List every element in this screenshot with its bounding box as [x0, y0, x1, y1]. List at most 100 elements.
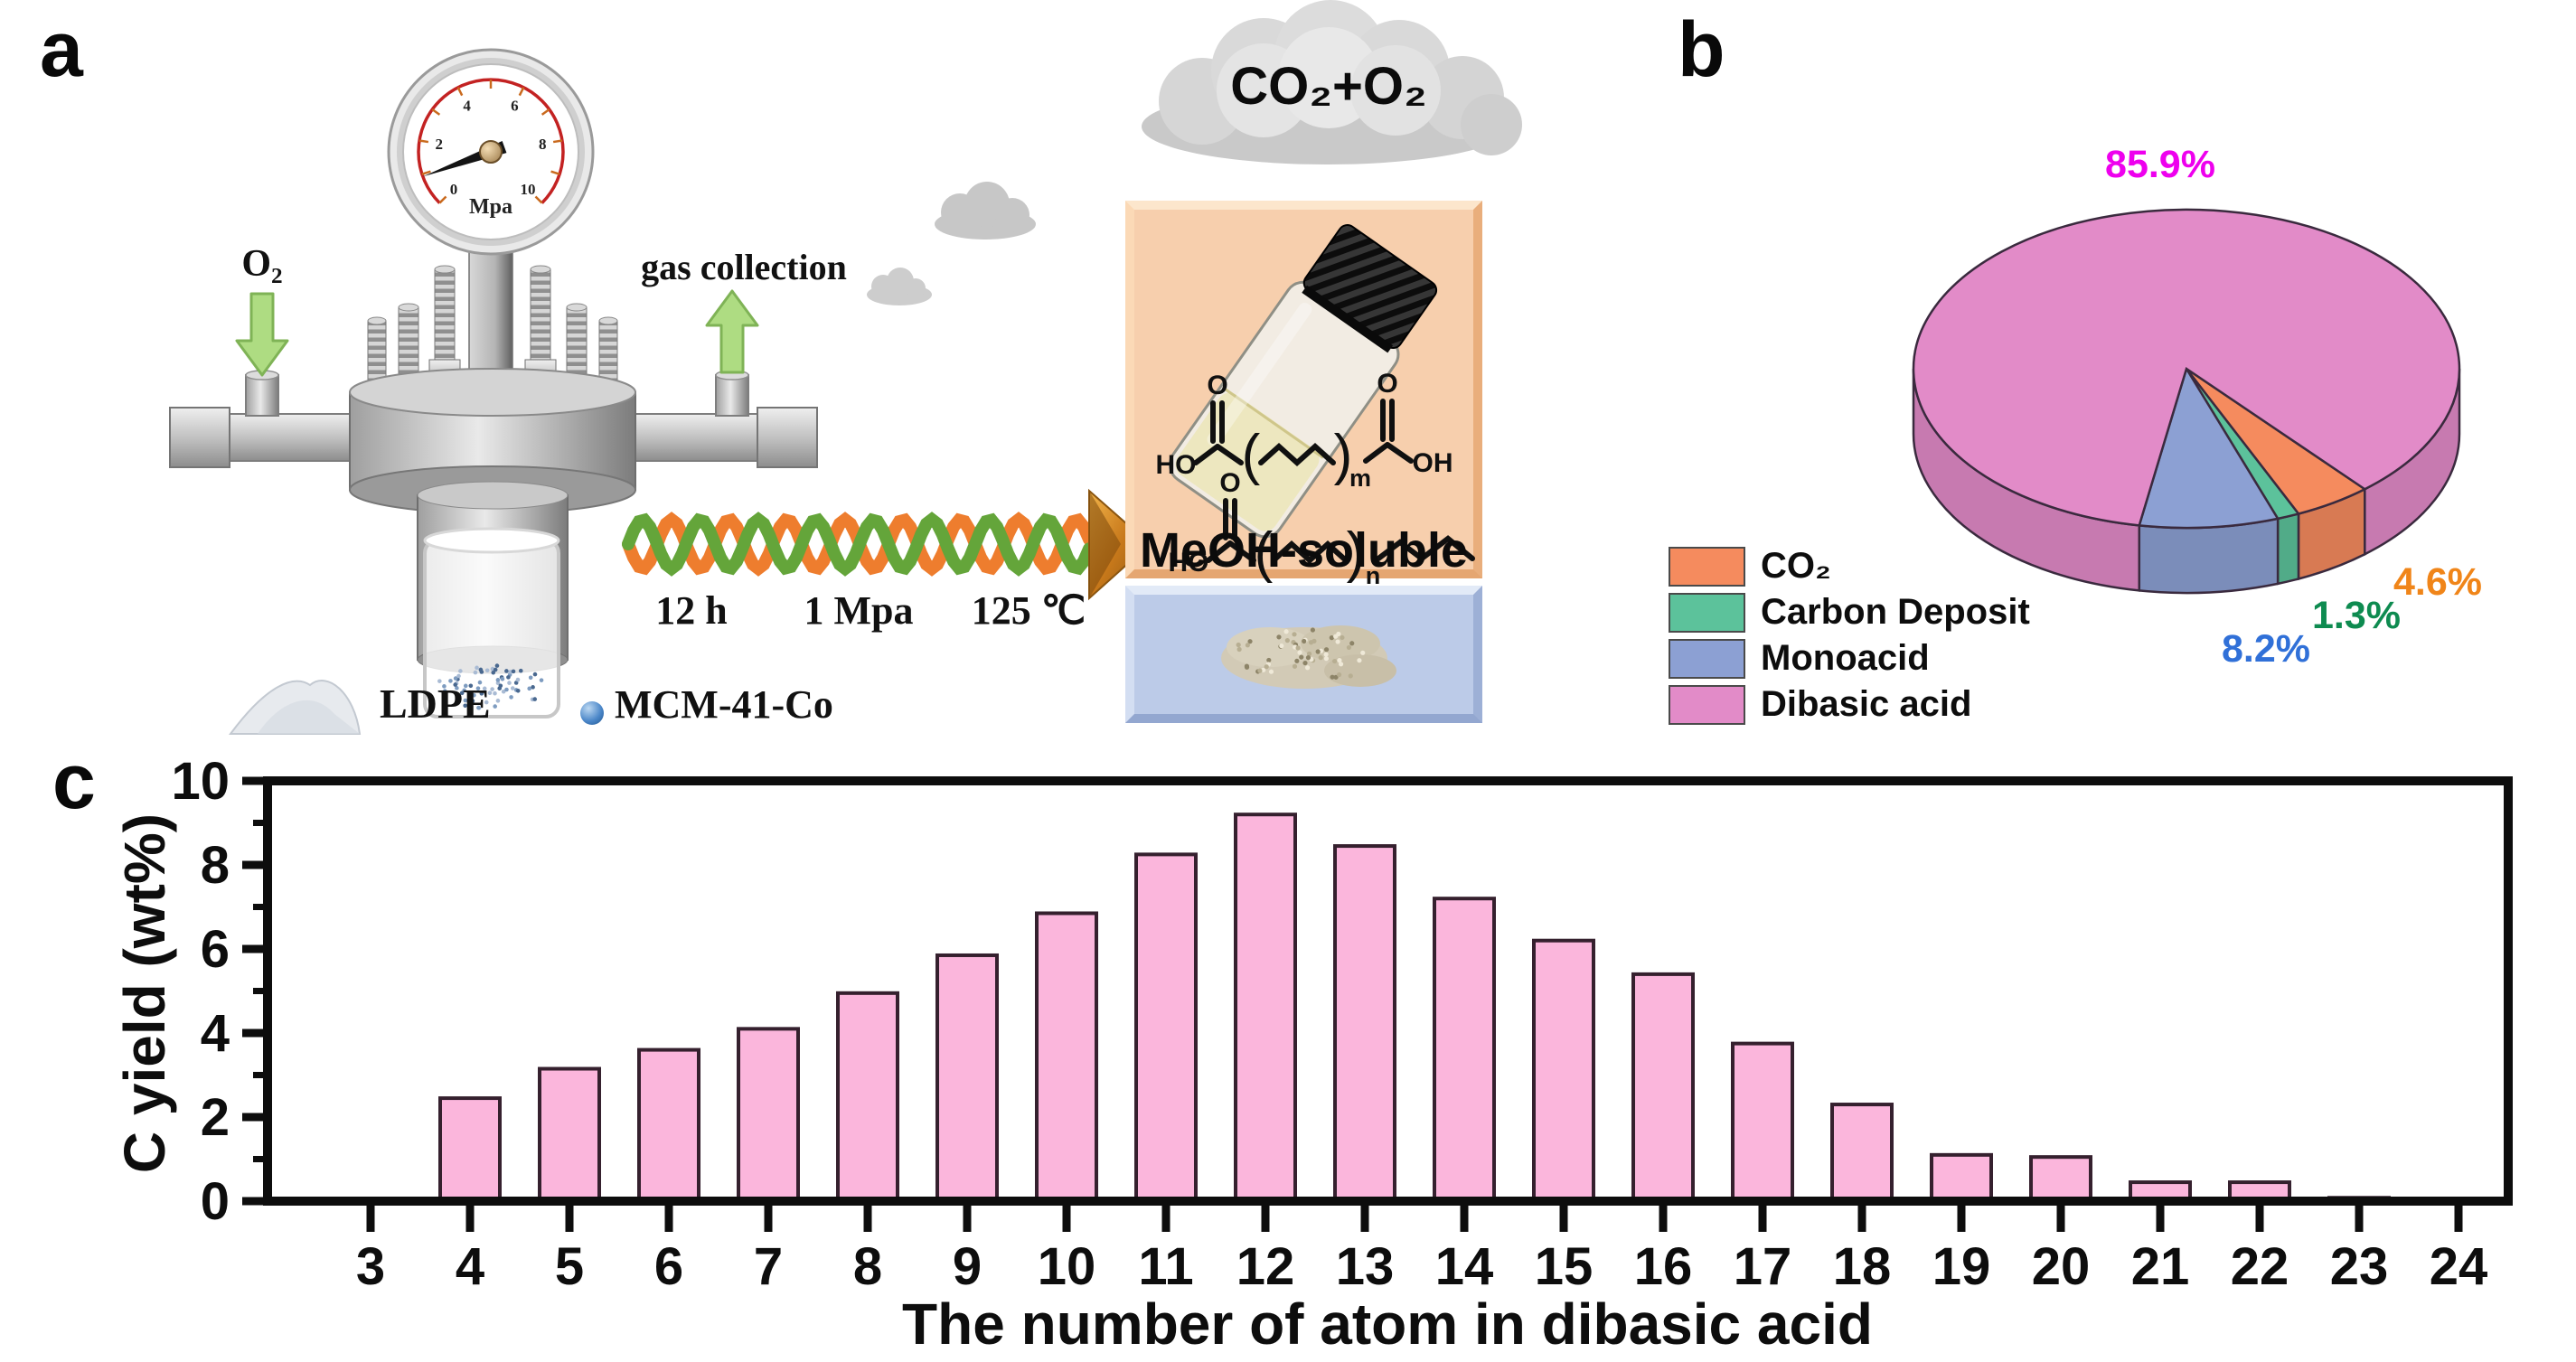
svg-text:): ) [1347, 521, 1366, 584]
residue-speck [1323, 656, 1329, 662]
gauge-tick [421, 170, 431, 175]
powder-speck [470, 699, 475, 703]
residue-speck [1302, 638, 1307, 644]
residue-speck [1295, 645, 1301, 651]
powder-speck [539, 678, 544, 682]
pie-chart [1912, 208, 2461, 595]
powder-speck [495, 678, 501, 682]
powder-speck [458, 669, 463, 673]
residue-speck [1292, 632, 1297, 637]
bar-8 [836, 991, 899, 1203]
powder-speck [511, 669, 516, 674]
pie-legend: CO₂ Carbon Deposit Monoacid Dibasic acid [1669, 543, 2030, 728]
bar-15 [1532, 938, 1595, 1203]
powder-speck [528, 675, 533, 681]
powder-speck [442, 684, 447, 689]
legend-label: Carbon Deposit [1761, 592, 2030, 632]
x-tick-label: 8 [853, 1237, 882, 1296]
residue-speck [1330, 674, 1335, 680]
x-tick-label: 18 [1833, 1237, 1892, 1296]
pie-slice-Dibasicacid [1912, 208, 2461, 527]
bar-11 [1134, 852, 1198, 1203]
x-tick-label: 9 [953, 1237, 982, 1296]
residue-powder [1221, 625, 1396, 689]
powder-speck [531, 685, 535, 690]
residue-speck [1357, 658, 1362, 663]
dibasic-acid-structure: HO O O OH ( ) m [1156, 369, 1453, 492]
powder-speck [498, 683, 503, 689]
legend-swatch-dibasic-acid [1669, 684, 1745, 725]
powder-speck [484, 668, 490, 673]
powder-speck [487, 690, 493, 696]
powder-speck [472, 692, 476, 698]
x-tick-label: 4 [456, 1237, 484, 1296]
x-axis-title: The number of atom in dibasic acid [902, 1292, 1873, 1357]
svg-text:O: O [1219, 468, 1240, 498]
residue-speck [1244, 664, 1250, 670]
residue-speck [1297, 650, 1302, 655]
powder-speck [527, 686, 531, 691]
residue-speck [1276, 634, 1282, 640]
powder-speck [500, 676, 505, 681]
condition-pressure: 1 Mpa [804, 588, 914, 633]
x-tick-label: 23 [2330, 1237, 2389, 1296]
powder-speck [466, 700, 472, 704]
powder-speck [479, 691, 484, 696]
ldpe-powder-icon [229, 680, 362, 735]
residue-speck [1360, 650, 1366, 655]
condition-temperature: 125 ℃ [971, 588, 1086, 633]
powder-speck [532, 697, 538, 701]
bar-16 [1631, 972, 1695, 1204]
residue-speck [1346, 644, 1352, 651]
x-tick-label: 7 [754, 1237, 783, 1296]
residue-speck [1306, 651, 1312, 656]
glass-vessel [423, 527, 560, 719]
residue-speck [1245, 643, 1250, 648]
bar-17 [1731, 1041, 1794, 1203]
powder-speck [453, 676, 458, 681]
pressure-gauge: 0 2 4 6 8 10 Mpa [387, 48, 595, 256]
residue-speck [1331, 658, 1338, 664]
helix-strand [622, 512, 1095, 577]
residue-speck [1340, 634, 1345, 641]
legend-label: Dibasic acid [1761, 684, 1972, 724]
x-tick-label: 10 [1038, 1237, 1096, 1296]
bar-5 [538, 1066, 601, 1204]
bar-6 [637, 1047, 700, 1203]
residue-speck [1323, 652, 1329, 657]
y-tick-label: 10 [171, 752, 230, 811]
gauge-tick [550, 170, 560, 175]
meoh-insoluble-box [1125, 586, 1482, 723]
monoacid-structure: HO O ( ) n [1169, 468, 1475, 589]
powder-speck [493, 667, 498, 672]
residue-speck [1310, 627, 1315, 633]
gauge-knob [479, 140, 503, 164]
x-tick-label: 16 [1634, 1237, 1693, 1296]
svg-text:n: n [1366, 562, 1381, 589]
powder-speck [468, 683, 474, 689]
residue-speck [1333, 634, 1339, 639]
residue-speck [1337, 658, 1342, 663]
pie-pct-carbon: 1.3% [2312, 594, 2402, 637]
svg-text:m: m [1349, 465, 1371, 492]
residue-speck [1257, 668, 1263, 673]
gas-cloud-icon [1142, 0, 1522, 164]
polymer-helix [622, 512, 1095, 577]
svg-text:O: O [1207, 371, 1227, 400]
x-tick-label: 17 [1734, 1237, 1792, 1296]
powder-speck [532, 672, 538, 677]
legend-item-co2: CO₂ [1669, 543, 2030, 589]
bar-13 [1333, 844, 1396, 1203]
bar-18 [1830, 1103, 1894, 1204]
vial-icon [1168, 224, 1438, 539]
powder-speck [477, 680, 483, 685]
x-tick-label: 5 [555, 1237, 584, 1296]
bar-20 [2029, 1155, 2092, 1204]
pie-pct-monoacid: 8.2% [2222, 627, 2311, 671]
residue-speck [1264, 664, 1269, 670]
legend-swatch-monoacid [1669, 638, 1745, 679]
powder-speck [463, 698, 468, 703]
